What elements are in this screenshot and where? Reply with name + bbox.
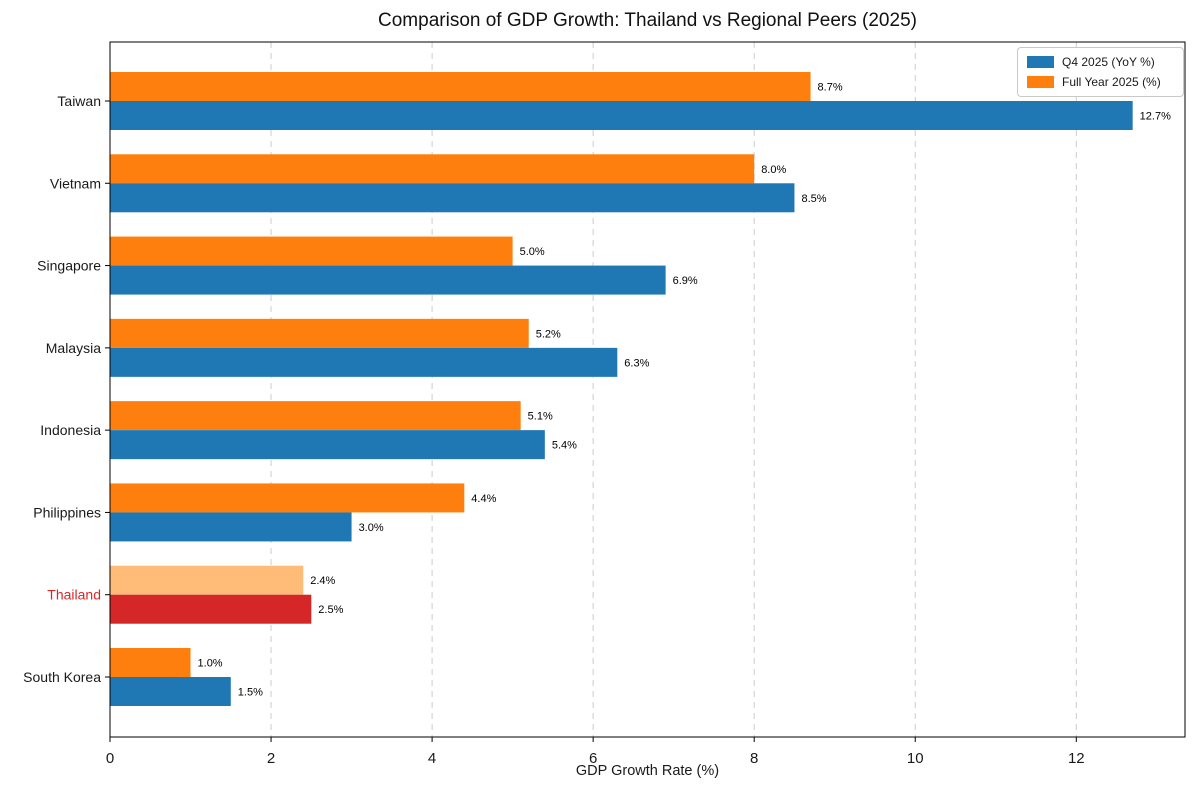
bar-full-year-taiwan	[110, 72, 811, 101]
category-label-singapore: Singapore	[37, 258, 101, 274]
bar-q4-malaysia	[110, 347, 618, 377]
bar-q4-indonesia	[110, 430, 545, 460]
value-label-full-year-south-korea: 1.0%	[198, 658, 223, 670]
bar-full-year-vietnam	[110, 154, 755, 184]
x-tick-label-4: 4	[428, 750, 436, 767]
legend-label: Q4 2025 (YoY %)	[1062, 55, 1155, 69]
bar-full-year-malaysia	[110, 318, 529, 348]
bar-full-year-singapore	[110, 236, 513, 266]
value-label-full-year-vietnam: 8.0%	[761, 164, 786, 176]
bar-full-year-indonesia	[110, 401, 521, 431]
value-label-full-year-thailand: 2.4%	[310, 575, 335, 587]
value-label-full-year-malaysia: 5.2%	[536, 328, 561, 340]
value-label-q4-philippines: 3.0%	[359, 522, 384, 534]
value-label-full-year-taiwan: 8.7%	[818, 82, 843, 94]
value-label-q4-indonesia: 5.4%	[552, 440, 577, 452]
category-label-philippines: Philippines	[33, 504, 101, 520]
value-label-q4-thailand: 2.5%	[318, 604, 343, 616]
x-tick-label-10: 10	[907, 750, 924, 767]
legend: Q4 2025 (YoY %) Full Year 2025 (%)	[1017, 47, 1184, 97]
bar-q4-south-korea	[110, 677, 231, 706]
bar-q4-taiwan	[110, 101, 1133, 130]
bar-full-year-thailand	[110, 565, 304, 595]
category-label-malaysia: Malaysia	[46, 340, 101, 356]
category-label-indonesia: Indonesia	[40, 422, 101, 438]
legend-item: Q4 2025 (YoY %)	[1027, 55, 1173, 69]
value-label-full-year-philippines: 4.4%	[471, 493, 496, 505]
value-label-q4-south-korea: 1.5%	[238, 687, 263, 699]
x-tick-label-6: 6	[589, 750, 597, 767]
x-axis-label: GDP Growth Rate (%)	[575, 763, 720, 779]
axes-spines	[109, 41, 1186, 738]
bar-q4-singapore	[110, 265, 666, 295]
x-tick-label-2: 2	[267, 750, 275, 767]
bar-q4-philippines	[110, 512, 352, 542]
bar-q4-vietnam	[110, 183, 795, 213]
value-label-full-year-indonesia: 5.1%	[528, 411, 553, 423]
bar-full-year-south-korea	[110, 648, 191, 677]
category-label-south-korea: South Korea	[23, 669, 101, 685]
legend-swatch	[1027, 56, 1054, 68]
legend-item: Full Year 2025 (%)	[1027, 75, 1173, 89]
category-label-thailand: Thailand	[47, 587, 101, 603]
value-label-q4-malaysia: 6.3%	[624, 357, 649, 369]
category-label-taiwan: Taiwan	[57, 93, 101, 109]
value-label-q4-vietnam: 8.5%	[801, 193, 826, 205]
bar-full-year-philippines	[110, 483, 465, 513]
chart-title: Comparison of GDP Growth: Thailand vs Re…	[378, 10, 917, 31]
bar-q4-thailand	[110, 594, 312, 624]
value-label-q4-singapore: 6.9%	[673, 275, 698, 287]
value-label-q4-taiwan: 12.7%	[1140, 111, 1171, 123]
x-tick-label-12: 12	[1068, 750, 1085, 767]
x-tick-label-8: 8	[750, 750, 758, 767]
legend-swatch	[1027, 76, 1054, 88]
legend-label: Full Year 2025 (%)	[1062, 75, 1161, 89]
category-label-vietnam: Vietnam	[50, 175, 101, 191]
value-label-full-year-singapore: 5.0%	[520, 246, 545, 258]
x-tick-label-0: 0	[106, 750, 114, 767]
